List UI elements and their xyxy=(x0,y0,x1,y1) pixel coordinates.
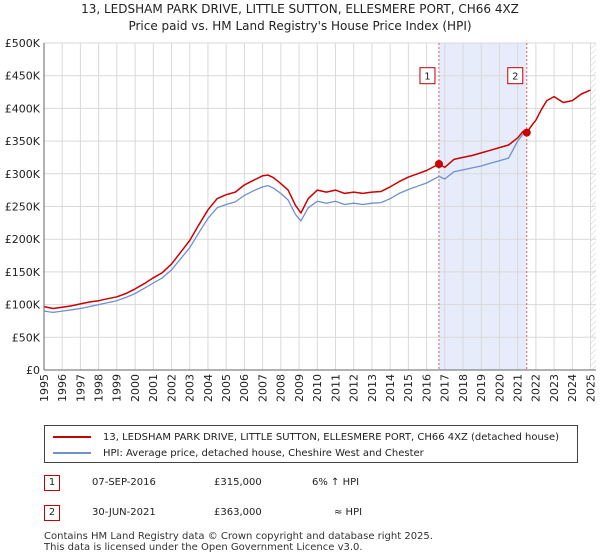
sale-marker-badge: 1 xyxy=(44,475,60,491)
x-tick-label: 2008 xyxy=(275,374,288,402)
x-tick-label: 2025 xyxy=(584,374,597,402)
sale-price: £315,000 xyxy=(214,477,262,488)
y-tick-label: £400K xyxy=(5,102,41,115)
y-tick-label: £500K xyxy=(5,37,41,50)
footer-line-2: This data is licensed under the Open Gov… xyxy=(44,542,363,553)
x-tick-label: 2022 xyxy=(530,374,543,402)
x-tick-label: 2016 xyxy=(420,374,433,402)
x-tick-label: 2010 xyxy=(311,374,324,402)
sale-label-text: 2 xyxy=(512,72,518,83)
y-tick-label: £450K xyxy=(5,70,41,83)
sale-row-2: 2 30-JUN-2021 £363,000 ≈ HPI xyxy=(44,505,584,523)
sale-row-1: 1 07-SEP-2016 £315,000 6% ↑ HPI xyxy=(44,475,584,493)
series-line-hpi xyxy=(43,133,524,314)
x-tick-label: 2020 xyxy=(493,374,506,402)
y-tick-label: £350K xyxy=(5,135,41,148)
price-chart: £0 £50K £100K £150K £200K £250K £300K £350K £400… xyxy=(5,37,598,402)
x-tick-label: 2017 xyxy=(439,374,452,402)
footer-attribution: Contains HM Land Registry data © Crown c… xyxy=(44,531,433,553)
x-tick-label: 1999 xyxy=(111,374,124,402)
x-tick-label: 2003 xyxy=(184,374,197,402)
legend: 13, LEDSHAM PARK DRIVE, LITTLE SUTTON, E… xyxy=(44,425,578,463)
sale-label-text: 1 xyxy=(424,72,430,83)
x-tick-label: 2005 xyxy=(220,374,233,402)
sale-hpi-relation: ≈ HPI xyxy=(334,507,363,518)
sale-point xyxy=(434,159,443,168)
x-tick-label: 2018 xyxy=(457,374,470,402)
y-tick-label: £150K xyxy=(5,266,41,279)
legend-label-hpi: HPI: Average price, detached house, Ches… xyxy=(103,447,424,459)
y-tick-label: £250K xyxy=(5,201,41,214)
y-tick-label: £100K xyxy=(5,299,41,312)
x-tick-label: 1996 xyxy=(56,374,69,402)
sale-date: 07-SEP-2016 xyxy=(92,477,156,488)
x-tick-label: 2007 xyxy=(256,374,269,402)
sale-marker-badge: 2 xyxy=(44,505,60,521)
x-tick-label: 2004 xyxy=(202,374,215,402)
x-tick-label: 2006 xyxy=(238,374,251,402)
legend-item-property: 13, LEDSHAM PARK DRIVE, LITTLE SUTTON, E… xyxy=(53,430,559,444)
x-tick-label: 2019 xyxy=(475,374,488,402)
sale-point xyxy=(522,128,531,137)
x-tick-label: 2021 xyxy=(512,374,525,402)
x-tick-label: 2013 xyxy=(366,374,379,402)
sale-label-box xyxy=(419,67,436,85)
legend-swatch-property xyxy=(53,436,91,438)
sale-date: 30-JUN-2021 xyxy=(92,507,156,518)
legend-label-property: 13, LEDSHAM PARK DRIVE, LITTLE SUTTON, E… xyxy=(103,431,560,443)
series-line-property xyxy=(43,89,591,310)
x-tick-label: 1998 xyxy=(93,374,106,402)
legend-item-hpi: HPI: Average price, detached house, Ches… xyxy=(53,446,424,460)
y-tick-label: £0 xyxy=(26,364,40,377)
x-tick-label: 1997 xyxy=(74,374,87,402)
sale-hpi-relation: 6% ↑ HPI xyxy=(312,477,360,488)
sale-label-box xyxy=(507,67,524,85)
x-tick-label: 2015 xyxy=(402,374,415,402)
x-tick-label: 2023 xyxy=(548,374,561,402)
sale-price: £363,000 xyxy=(214,507,262,518)
chart-title: 13, LEDSHAM PARK DRIVE, LITTLE SUTTON, E… xyxy=(81,2,519,16)
chart-subtitle: Price paid vs. HM Land Registry's House … xyxy=(128,19,472,33)
x-tick-label: 1995 xyxy=(38,374,51,402)
y-tick-label: £300K xyxy=(5,168,41,181)
x-tick-label: 2002 xyxy=(165,374,178,402)
x-tick-label: 2024 xyxy=(566,374,579,402)
x-tick-label: 2012 xyxy=(348,374,361,402)
x-tick-label: 2001 xyxy=(147,374,160,402)
footer-line-1: Contains HM Land Registry data © Crown c… xyxy=(44,531,433,542)
x-tick-label: 2014 xyxy=(384,374,397,402)
y-tick-label: £50K xyxy=(12,331,41,344)
x-tick-label: 2000 xyxy=(129,374,142,402)
x-tick-label: 2011 xyxy=(329,374,342,402)
legend-swatch-hpi xyxy=(53,452,91,454)
y-tick-label: £200K xyxy=(5,233,41,246)
x-tick-label: 2009 xyxy=(293,374,306,402)
